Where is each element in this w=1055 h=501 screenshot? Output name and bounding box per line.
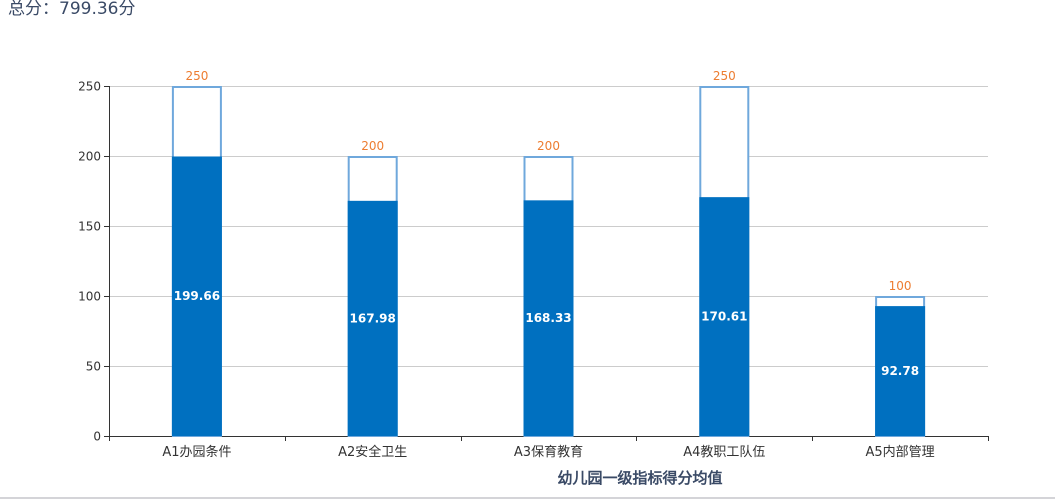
y-tick-label: 200 (78, 150, 101, 164)
score-bar (171, 156, 222, 436)
x-tick-label: A1办园条件 (162, 444, 231, 460)
y-tick-label: 0 (93, 430, 101, 444)
value-label: 167.98 (350, 311, 396, 325)
x-tick-label: A4教职工队伍 (683, 444, 765, 460)
score-bar (523, 200, 574, 436)
y-tick-label: 50 (86, 360, 101, 374)
y-tick-label: 250 (78, 80, 101, 94)
x-tick-label: A5内部管理 (866, 444, 935, 460)
divider (0, 497, 1055, 499)
max-label: 200 (361, 139, 384, 153)
x-tick-label: A2安全卫生 (338, 444, 407, 460)
value-label: 199.66 (174, 289, 220, 303)
chart-title: 幼儿园一级指标得分均值 (557, 469, 722, 487)
y-tick-label: 150 (78, 220, 101, 234)
score-bar (699, 197, 750, 436)
max-label: 250 (185, 69, 208, 83)
x-tick-label: A3保育教育 (514, 444, 583, 460)
max-label: 200 (537, 139, 560, 153)
total-score: 总分：799.36分 (8, 0, 136, 19)
score-bar (347, 200, 398, 436)
score-bar (875, 306, 926, 436)
y-tick-label: 100 (78, 290, 101, 304)
max-label: 100 (889, 279, 912, 293)
value-label: 92.78 (881, 364, 919, 378)
value-label: 168.33 (525, 311, 571, 325)
value-label: 170.61 (701, 310, 747, 324)
max-label: 250 (713, 69, 736, 83)
